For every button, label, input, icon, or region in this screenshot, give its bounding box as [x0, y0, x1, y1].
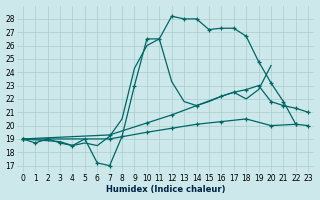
X-axis label: Humidex (Indice chaleur): Humidex (Indice chaleur) — [106, 185, 225, 194]
